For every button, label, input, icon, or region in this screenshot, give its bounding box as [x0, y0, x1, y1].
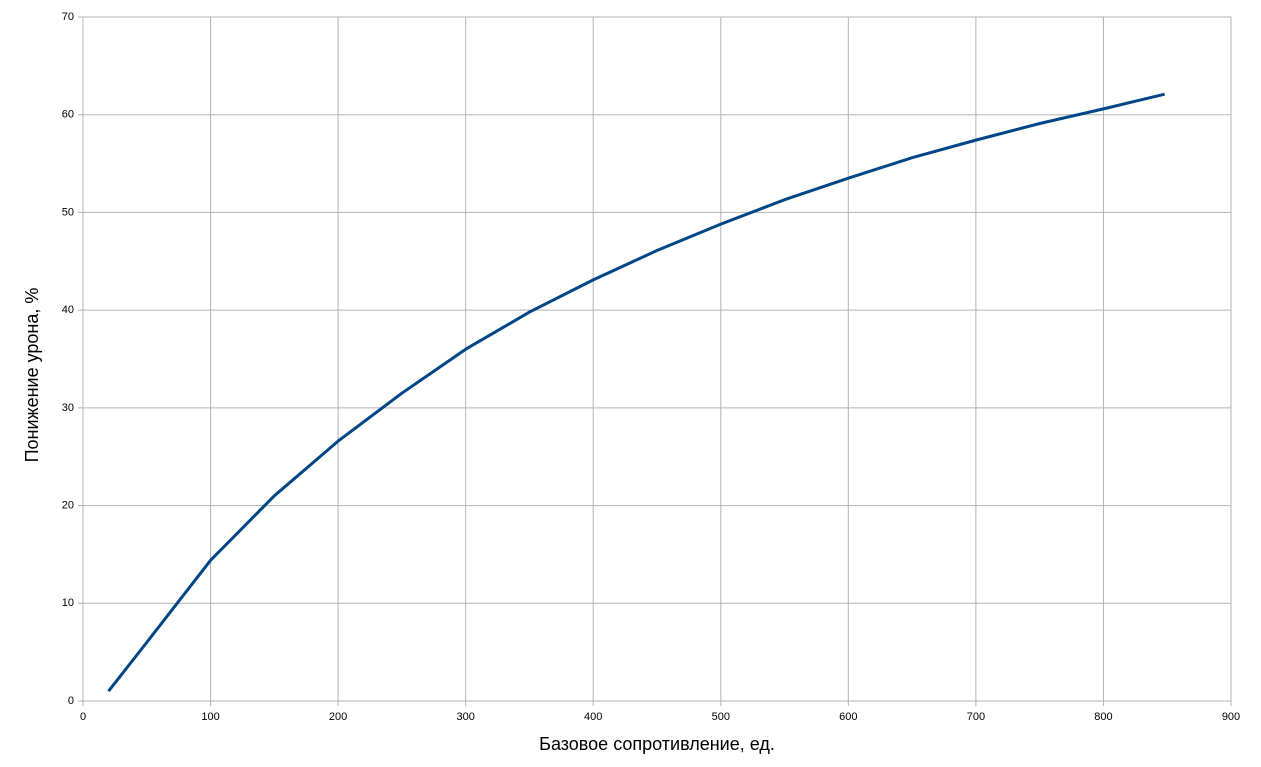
x-tick-label: 600 — [839, 711, 857, 723]
y-tick-label: 40 — [62, 304, 74, 316]
x-tick-label: 800 — [1094, 711, 1112, 723]
x-tick-label: 300 — [456, 711, 474, 723]
y-tick-label: 30 — [62, 402, 74, 414]
x-tick-label: 0 — [80, 711, 86, 723]
x-tick-label: 200 — [329, 711, 347, 723]
data-line — [107, 92, 1166, 693]
x-axis-title: Базовое сопротивление, ед. — [539, 734, 775, 754]
x-tick-label: 900 — [1222, 711, 1240, 723]
y-tick-label: 70 — [62, 11, 74, 23]
y-tick-label: 10 — [62, 597, 74, 609]
y-tick-label: 20 — [62, 499, 74, 511]
x-tick-label: 500 — [712, 711, 730, 723]
y-tick-label: 0 — [68, 695, 74, 707]
y-tick-label: 50 — [62, 206, 74, 218]
x-tick-label: 400 — [584, 711, 602, 723]
plot-frame — [82, 16, 1232, 702]
x-tick-label: 700 — [967, 711, 985, 723]
y-axis-title: Понижение урона, % — [22, 288, 42, 463]
y-tick-label: 60 — [62, 109, 74, 121]
x-tick-label: 100 — [201, 711, 219, 723]
